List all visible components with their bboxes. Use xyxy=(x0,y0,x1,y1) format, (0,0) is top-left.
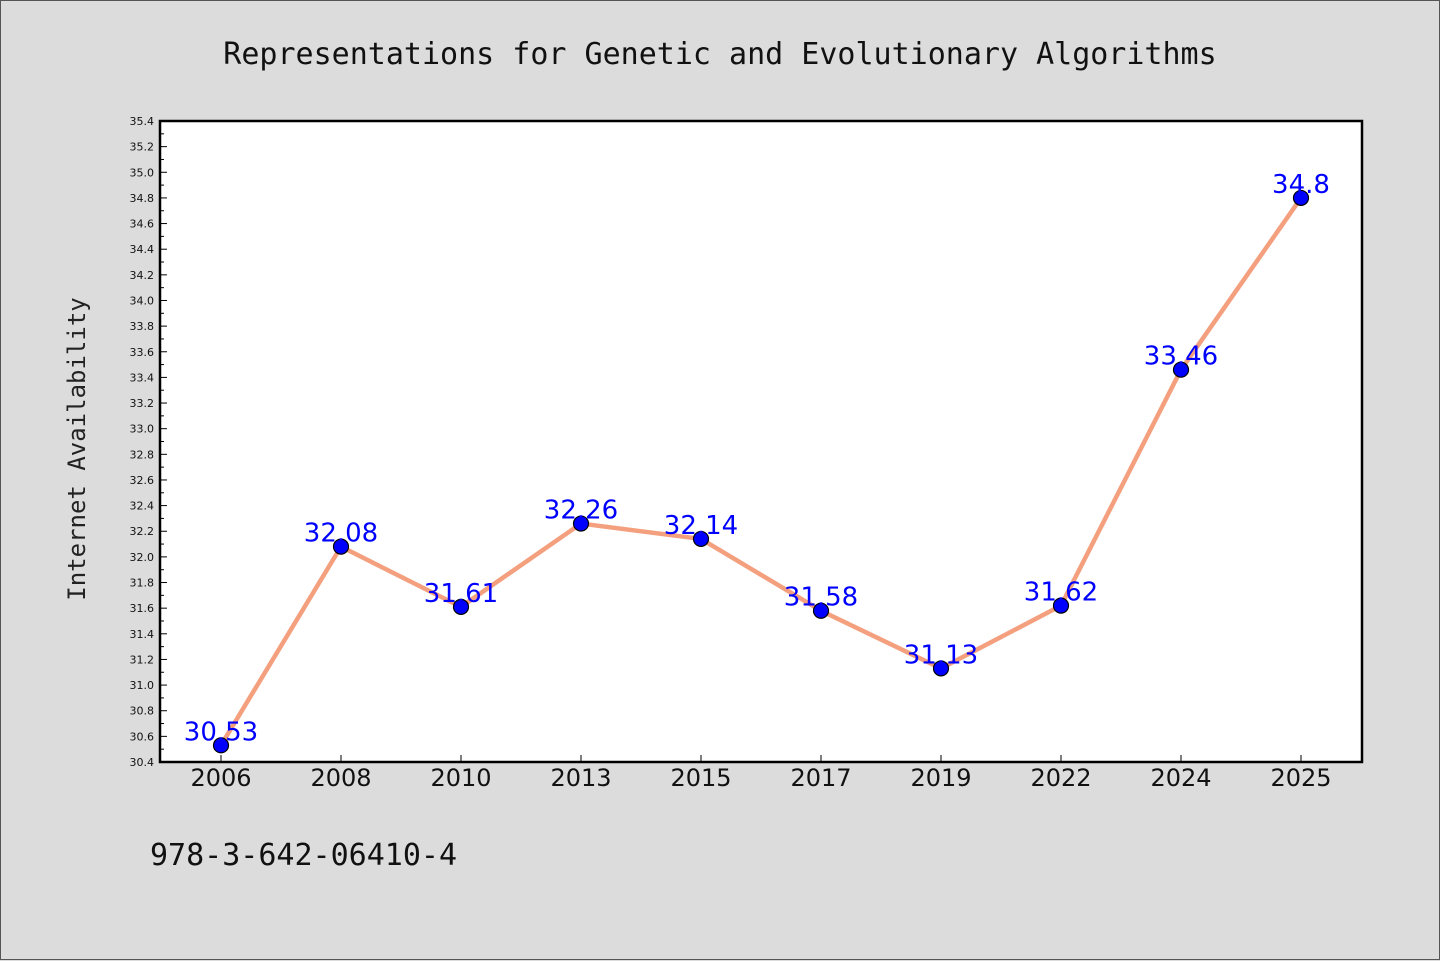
plot-area xyxy=(158,119,1364,764)
data-point xyxy=(452,598,470,615)
data-point xyxy=(572,515,590,532)
x-axis: 2006 2008 2010 2013 2015 2017 2019 2022 2024 2025 xyxy=(190,755,1332,792)
y-tick-label: 33.8 xyxy=(130,320,155,333)
y-tick-label: 31.6 xyxy=(130,602,155,615)
data-label: 31.61 xyxy=(424,579,498,609)
y-tick-label: 31.0 xyxy=(130,679,155,692)
footer-isbn: 978-3-642-06410-4 xyxy=(150,838,457,873)
data-label: 32.14 xyxy=(664,511,738,541)
y-tick-label: 33.4 xyxy=(130,371,155,384)
y-tick-label: 32.0 xyxy=(130,551,155,564)
y-tick-label: 34.8 xyxy=(130,192,155,205)
x-tick-label: 2022 xyxy=(1030,764,1091,792)
x-tick-label: 2010 xyxy=(430,764,491,792)
data-point xyxy=(692,530,710,548)
data-point xyxy=(812,602,830,619)
y-tick-label: 30.8 xyxy=(130,705,155,718)
data-point xyxy=(1052,597,1070,614)
data-point xyxy=(1172,361,1190,378)
x-tick-label: 2008 xyxy=(310,764,371,792)
y-tick-label: 34.6 xyxy=(130,218,155,231)
data-label: 32.08 xyxy=(304,519,378,549)
y-axis-label: Internet Availability xyxy=(63,297,91,600)
y-tick-label: 34.0 xyxy=(130,294,155,307)
data-point xyxy=(932,660,950,677)
y-tick-label: 31.2 xyxy=(130,653,155,666)
data-label: 30.53 xyxy=(184,717,258,747)
y-tick-label: 34.2 xyxy=(130,269,155,282)
x-tick-label: 2019 xyxy=(910,764,971,792)
y-tick-label: 32.2 xyxy=(130,525,155,538)
y-axis: 30.4 30.6 30.8 31.0 31.2 31.4 31.6 31.8 32.0 32.2… xyxy=(130,115,167,769)
y-tick-label: 30.4 xyxy=(130,756,155,769)
y-tick-label: 31.4 xyxy=(130,628,155,641)
x-tick-label: 2017 xyxy=(790,764,851,792)
series-layer: 30.53 32.08 31.61 32.26 32.14 31.58 31.13 31.62… xyxy=(184,170,1330,754)
y-tick-label: 32.4 xyxy=(130,500,155,513)
data-point xyxy=(332,538,350,555)
data-label: 31.58 xyxy=(784,583,858,613)
data-label: 34.8 xyxy=(1272,170,1330,200)
y-tick-label: 32.8 xyxy=(130,448,155,461)
series-line xyxy=(218,195,1304,748)
data-label: 31.13 xyxy=(904,640,978,670)
x-tick-label: 2013 xyxy=(550,764,611,792)
y-tick-label: 35.0 xyxy=(130,166,155,179)
data-label: 31.62 xyxy=(1024,578,1098,608)
data-point xyxy=(212,737,230,754)
y-tick-label: 30.6 xyxy=(130,730,155,743)
x-tick-label: 2025 xyxy=(1270,764,1331,792)
y-tick-label: 33.2 xyxy=(130,397,155,410)
data-point xyxy=(1292,189,1310,207)
data-label: 32.26 xyxy=(544,496,618,526)
y-tick-label: 32.6 xyxy=(130,474,155,487)
y-tick-label: 31.8 xyxy=(130,577,155,590)
x-tick-label: 2024 xyxy=(1150,764,1211,792)
y-tick-label: 34.4 xyxy=(130,243,155,256)
data-label: 33.46 xyxy=(1144,342,1218,372)
y-tick-label: 35.4 xyxy=(130,115,155,128)
y-tick-label: 33.0 xyxy=(130,423,155,436)
y-tick-label: 35.2 xyxy=(130,141,155,154)
chart-title: Representations for Genetic and Evolutio… xyxy=(223,37,1216,72)
x-tick-label: 2015 xyxy=(670,764,731,792)
y-tick-label: 33.6 xyxy=(130,346,155,359)
x-tick-label: 2006 xyxy=(190,764,251,792)
